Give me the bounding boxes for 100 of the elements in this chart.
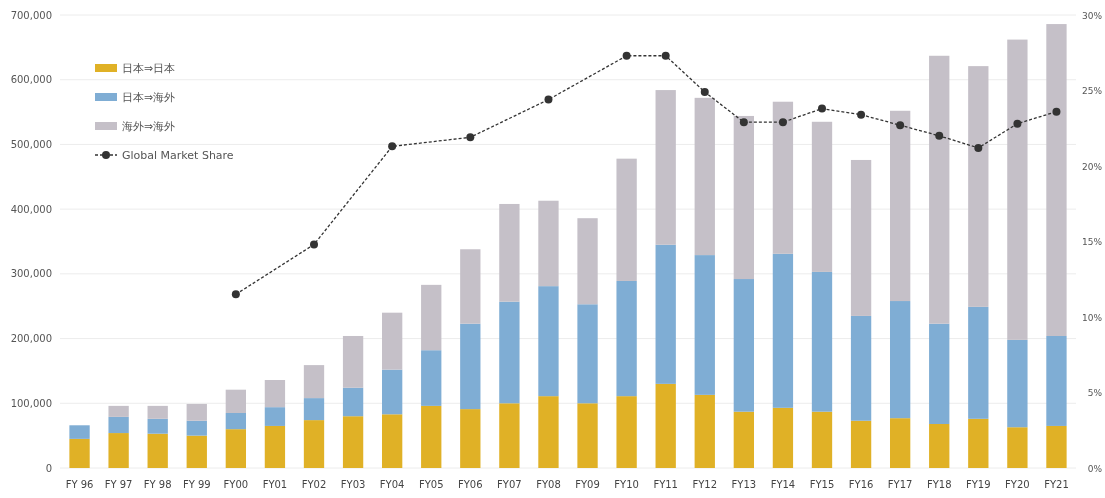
bar <box>811 411 833 468</box>
point <box>700 88 709 97</box>
x-tick-label: FY03 <box>340 479 366 490</box>
x-tick-label: FY13 <box>731 479 757 490</box>
y2-tick-label: 15% <box>1081 237 1103 247</box>
bar <box>889 301 911 419</box>
legend-label: 海外⇒海外 <box>122 120 176 133</box>
bar <box>538 286 559 397</box>
x-tick-label: FY05 <box>418 479 444 490</box>
bar <box>733 115 755 280</box>
bar <box>225 429 247 468</box>
point <box>661 51 670 60</box>
bar <box>381 369 403 415</box>
bar <box>69 438 90 468</box>
bar <box>499 403 520 468</box>
bar <box>733 411 755 468</box>
x-tick-label: FY08 <box>536 479 561 490</box>
bar <box>460 323 481 410</box>
x-tick-label: FY17 <box>887 479 913 490</box>
x-tick-label: FY04 <box>379 479 405 490</box>
bar <box>186 420 207 436</box>
bar <box>577 304 598 404</box>
bar <box>1046 425 1067 468</box>
bar <box>381 312 403 370</box>
bar <box>733 279 755 412</box>
y-tick-label: 700,000 <box>10 9 52 21</box>
x-tick-label: FY10 <box>614 479 639 490</box>
y2-tick-label: 30% <box>1081 10 1103 21</box>
bar <box>342 416 364 468</box>
bar <box>889 418 911 468</box>
point <box>818 104 826 113</box>
x-tick-label: FY19 <box>966 479 991 490</box>
bar <box>421 405 442 468</box>
bar <box>225 412 247 430</box>
bar <box>850 159 872 316</box>
bar <box>538 200 559 287</box>
y-tick-label: 100,000 <box>10 397 52 409</box>
bar <box>303 398 325 421</box>
bar <box>108 433 129 468</box>
bar <box>811 121 833 272</box>
bar <box>929 323 950 424</box>
legend-label: Global Market Share <box>122 149 234 162</box>
legend-label: 日本⇒海外 <box>122 91 176 104</box>
bar <box>694 394 715 468</box>
y-tick-label: 600,000 <box>10 74 52 86</box>
x-tick-label: FY07 <box>497 479 522 490</box>
bar <box>108 416 129 434</box>
bar <box>616 280 637 397</box>
bar <box>577 218 598 305</box>
bar <box>1007 427 1028 468</box>
point <box>466 133 475 142</box>
x-tick-label: FY02 <box>301 479 327 490</box>
bar <box>1046 24 1067 336</box>
bar <box>1007 39 1028 340</box>
bar <box>381 414 403 468</box>
y2-tick-label: 0% <box>1087 463 1103 474</box>
bar <box>616 396 637 468</box>
bar <box>303 365 325 399</box>
bar <box>108 405 129 417</box>
bar <box>694 255 715 395</box>
bar <box>147 433 168 468</box>
y2-tick-label: 20% <box>1081 161 1103 172</box>
bar <box>186 403 207 421</box>
x-tick-label: FY01 <box>262 479 288 490</box>
bar <box>147 418 168 434</box>
point <box>857 110 866 119</box>
bar <box>1046 335 1067 426</box>
x-tick-label: FY 98 <box>143 479 172 490</box>
bar <box>968 66 989 307</box>
legend-label: 日本⇒日本 <box>122 62 176 75</box>
bar <box>342 387 364 417</box>
bar <box>342 335 364 388</box>
bar <box>850 420 872 468</box>
x-tick-label: FY 97 <box>104 479 133 490</box>
bar <box>69 425 90 439</box>
y-tick-label: 400,000 <box>10 203 52 215</box>
x-tick-label: FY09 <box>575 479 600 490</box>
x-tick-label: FY00 <box>223 479 249 490</box>
bar <box>499 301 520 404</box>
x-tick-label: FY20 <box>1005 479 1030 490</box>
bar <box>577 403 598 468</box>
point <box>1052 107 1061 116</box>
y2-tick-label: 10% <box>1081 312 1103 323</box>
y-tick-label: 300,000 <box>10 268 52 280</box>
x-tick-label: FY21 <box>1044 479 1069 490</box>
x-tick-label: FY15 <box>809 479 835 490</box>
x-tick-label: FY 96 <box>65 479 94 490</box>
bar <box>616 158 637 281</box>
y-tick-label: 200,000 <box>10 333 52 345</box>
bar <box>421 284 442 351</box>
bar <box>264 425 286 468</box>
bar <box>1007 339 1028 428</box>
y-tick-label: 0 <box>45 462 52 474</box>
x-tick-label: FY16 <box>848 479 874 490</box>
bar <box>929 423 950 468</box>
bar <box>303 420 325 468</box>
bar <box>147 405 168 419</box>
bar <box>538 396 559 468</box>
bar <box>772 407 794 468</box>
bar <box>186 435 207 468</box>
